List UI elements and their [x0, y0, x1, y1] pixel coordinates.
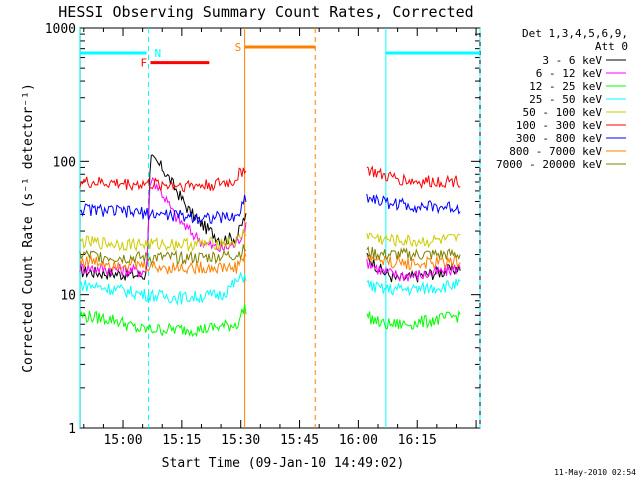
legend-header-line1: Det 1,3,4,5,6,9, — [522, 27, 628, 40]
legend-header-line2: Att 0 — [595, 40, 628, 53]
x-axis-label: Start Time (09-Jan-10 14:49:02) — [162, 456, 405, 471]
legend-entry-label: 25 - 50 keV — [529, 93, 602, 106]
legend-entry-label: 6 - 12 keV — [536, 67, 603, 80]
series-line — [79, 244, 247, 265]
x-tick-label: 15:00 — [103, 433, 142, 448]
legend-entry-label: 50 - 100 keV — [523, 106, 603, 119]
legend-entry-label: 7000 - 20000 keV — [496, 158, 602, 171]
flag-label: S — [235, 41, 242, 54]
series-line — [366, 232, 461, 249]
x-tick-label: 15:45 — [280, 433, 319, 448]
series-line — [79, 154, 247, 281]
series-line — [366, 253, 461, 271]
series-line — [366, 245, 461, 261]
series-line — [366, 165, 461, 190]
series-line — [366, 193, 461, 215]
chart-title: HESSI Observing Summary Count Rates, Cor… — [58, 3, 473, 21]
flag-label: F — [140, 57, 147, 70]
series-line — [79, 271, 247, 306]
series-line — [79, 303, 247, 338]
y-tick-label: 10 — [60, 289, 76, 304]
series-line — [79, 251, 247, 275]
series-line — [366, 278, 461, 297]
y-tick-label: 1 — [68, 422, 76, 437]
legend-entry-label: 3 - 6 keV — [542, 54, 602, 67]
series-line — [366, 310, 461, 331]
x-tick-label: 16:15 — [398, 433, 437, 448]
y-tick-label: 100 — [53, 155, 76, 170]
y-axis-label: Corrected Count Rate (s⁻¹ detector⁻¹) — [21, 83, 36, 373]
x-tick-label: 15:30 — [221, 433, 260, 448]
footer-timestamp: 11-May-2010 02:54 — [554, 468, 636, 477]
x-tick-label: 15:15 — [162, 433, 201, 448]
x-tick-label: 16:00 — [339, 433, 378, 448]
plot-area: 1 10 100 1000 15:00 15:15 15:30 15:45 16:00 16:15… — [45, 22, 481, 448]
series-line — [79, 176, 247, 279]
y-tick-label: 1000 — [45, 22, 76, 37]
legend-entry-label: 300 - 800 keV — [516, 132, 602, 145]
series-line — [79, 228, 247, 253]
legend-entry-label: 12 - 25 keV — [529, 80, 602, 93]
legend-entry-label: 100 - 300 keV — [516, 119, 602, 132]
flag-label: N — [155, 47, 162, 60]
legend-entry-label: 800 - 7000 keV — [509, 145, 602, 158]
series-line — [79, 194, 247, 224]
series-line — [79, 167, 247, 193]
